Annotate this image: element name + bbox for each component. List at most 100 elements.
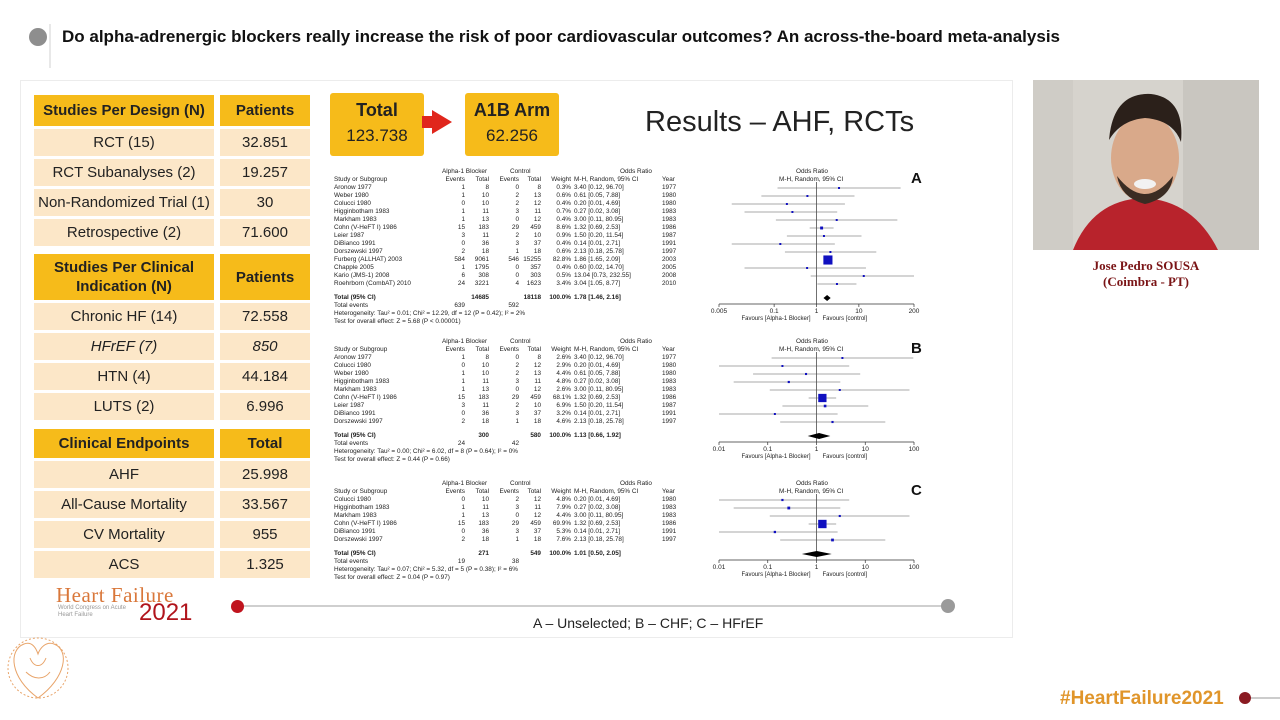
forest-plot-a: Alpha-1 Blocker Control Odds Ratio Odds Rat… <box>334 168 934 333</box>
forest-cell: 3221 <box>474 280 489 287</box>
forest-favours-left: Favours [Alpha-1 Blocker] <box>741 454 810 460</box>
forest-estimate-square <box>791 211 794 213</box>
forest-cell: 11 <box>482 504 489 511</box>
forest-cell: Markham 1983 <box>334 386 377 393</box>
forest-estimate-square <box>785 203 788 205</box>
forest-cell: Aronow 1977 <box>334 354 372 361</box>
forest-cell: 1983 <box>662 386 677 393</box>
forest-cell: 459 <box>530 520 541 527</box>
forest-cell: 0 <box>461 240 465 247</box>
forest-cell: Higginbotham 1983 <box>334 378 390 385</box>
endpoints-table: Clinical Endpoints Total AHF 25.998 All-… <box>34 426 310 581</box>
forest-cell: 13 <box>533 192 541 199</box>
forest-cell: 271 <box>478 550 489 557</box>
forest-cell: Total events <box>334 558 369 565</box>
forest-cell: Dorszewski 1997 <box>334 536 383 543</box>
forest-cell: 2 <box>515 232 519 239</box>
endpoints-cell-label: AHF <box>34 461 214 488</box>
forest-cell: Events <box>445 176 465 183</box>
title-divider <box>49 24 51 68</box>
forest-cell: Kario (JMS-1) 2008 <box>334 272 390 279</box>
forest-cell: 11 <box>534 378 541 385</box>
forest-cell: DiBianco 1991 <box>334 528 376 535</box>
video-progress-handle[interactable] <box>231 600 244 613</box>
forest-cell: Total events <box>334 440 369 447</box>
forest-tick-label: 100 <box>909 446 920 453</box>
forest-cell: 3 <box>515 504 519 511</box>
forest-cell: M-H, Random, 95% CI <box>574 176 639 183</box>
forest-cell: Total <box>475 176 490 183</box>
design-cell-label: RCT (15) <box>34 129 214 156</box>
forest-cell: Dorszewski 1997 <box>334 418 383 425</box>
forest-row: Roehrborn (CombAT) 2010 24 3221 4 1623 3.4% 3.… <box>334 280 686 288</box>
forest-plot-c: Alpha-1 Blocker Control Odds Ratio Odds Rat… <box>334 480 934 595</box>
forest-cell: 13 <box>481 512 489 519</box>
design-header-patients: Patients <box>220 95 310 126</box>
forest-cell: 1.50 [0.20, 11.54] <box>574 402 624 409</box>
forest-cell: 183 <box>478 224 489 231</box>
forest-cell: 308 <box>478 272 489 279</box>
forest-cell: 0.3% <box>556 184 571 191</box>
forest-row: DiBianco 1991 0 36 3 37 5.3% 0.14 [0.01, 2.71]… <box>334 528 686 536</box>
forest-tick-label: 0.1 <box>763 446 772 453</box>
indication-cell-label: HTN (4) <box>34 363 214 390</box>
speaker-caption: Jose Pedro SOUSA (Coimbra - PT) <box>1033 258 1259 290</box>
forest-estimate-square <box>818 519 827 529</box>
forest-cell: 10 <box>481 200 489 207</box>
forest-cell: 0.27 [0.02, 3.08] <box>574 208 621 215</box>
forest-cell: 0.61 [0.05, 7.88] <box>574 370 621 377</box>
forest-cell: Aronow 1977 <box>334 184 372 191</box>
forest-cell: 15 <box>457 394 465 401</box>
forest-cell: 2010 <box>662 280 677 287</box>
forest-cell: 183 <box>478 520 489 527</box>
forest-cell: Colucci 1980 <box>334 362 371 369</box>
table-row: RCT (15) 32.851 <box>34 129 310 156</box>
indication-cell-value: 850 <box>220 333 310 360</box>
forest-cell: Weber 1980 <box>334 192 369 199</box>
forest-cell: 0.61 [0.05, 7.88] <box>574 192 621 199</box>
forest-cell: Events <box>499 176 519 183</box>
table-row: RCT Subanalyses (2) 19.257 <box>34 159 310 186</box>
forest-cell: 13 <box>533 370 541 377</box>
design-cell-value: 71.600 <box>220 219 310 246</box>
forest-cell: 0.14 [0.01, 2.71] <box>574 240 621 247</box>
indication-cell-label: LUTS (2) <box>34 393 214 420</box>
design-cell-label: RCT Subanalyses (2) <box>34 159 214 186</box>
forest-cell: 1997 <box>662 418 677 425</box>
forest-header-group: Alpha-1 Blocker <box>442 480 488 487</box>
forest-estimate-square <box>773 530 777 534</box>
forest-cell: 4.6% <box>556 418 571 425</box>
figure-caption: A – Unselected; B – CHF; C – HFrEF <box>533 615 764 631</box>
forest-cell: 2 <box>461 248 465 255</box>
forest-cell: 1 <box>461 370 465 377</box>
forest-cell: 0 <box>515 386 519 393</box>
forest-estimate-square <box>835 283 838 285</box>
forest-row: Study or Subgroup Events Total Events Total W… <box>334 346 686 354</box>
forest-cell: 1.32 [0.69, 2.53] <box>574 520 621 527</box>
forest-cell: Higginbotham 1983 <box>334 504 390 511</box>
forest-cell: 36 <box>481 240 489 247</box>
forest-cell: 1 <box>515 248 519 255</box>
forest-cell: 580 <box>530 432 541 439</box>
logo-subtitle: World Congress on Acute Heart Failure <box>58 605 126 618</box>
design-header-label: Studies Per Design (N) <box>34 95 214 126</box>
forest-cell: 10 <box>481 192 489 199</box>
video-progress-track[interactable] <box>243 605 947 607</box>
forest-cell: Year <box>662 488 675 495</box>
speaker-webcam <box>1033 80 1259 250</box>
forest-tick-label: 1 <box>815 446 819 453</box>
forest-estimate-square <box>806 267 809 269</box>
forest-favours-right: Favours [control] <box>823 572 868 578</box>
forest-cell: DiBianco 1991 <box>334 410 376 417</box>
forest-cell: 3.04 [1.05, 8.77] <box>574 280 621 287</box>
forest-cell: 3 <box>515 208 519 215</box>
forest-cell: 3.00 [0.11, 80.95] <box>574 216 624 223</box>
forest-header-group: Alpha-1 Blocker <box>442 338 488 345</box>
forest-estimate-square <box>823 255 833 265</box>
forest-cell: Year <box>662 176 675 183</box>
forest-cell: Leier 1987 <box>334 402 365 409</box>
forest-cell: Colucci 1980 <box>334 496 371 503</box>
forest-cell: Total <box>475 346 490 353</box>
forest-cell: 12 <box>533 362 541 369</box>
title-bullet <box>29 28 47 46</box>
